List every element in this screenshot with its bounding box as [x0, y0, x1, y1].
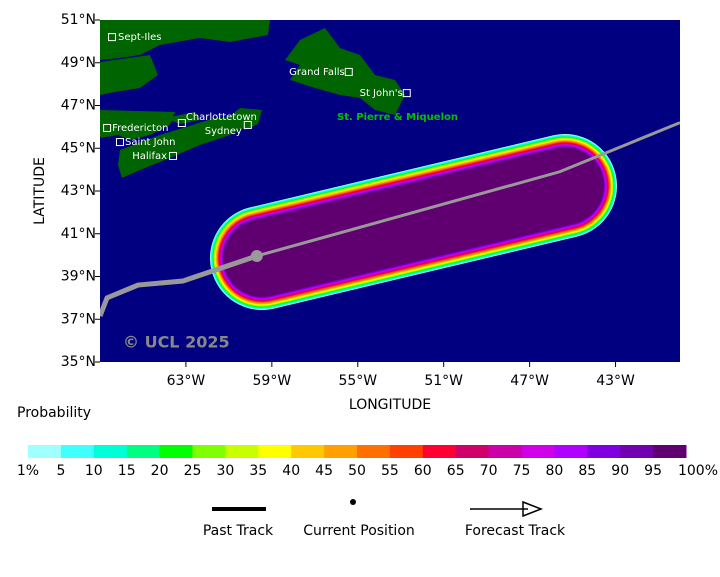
city-label: Halifax [132, 151, 167, 162]
colorbar-box [60, 445, 95, 458]
colorbar-box [521, 445, 555, 458]
probability-band [223, 147, 604, 297]
colorbar-label: 75 [513, 463, 531, 479]
colorbar-box [192, 445, 226, 458]
y-tick-label: 41°N [61, 226, 96, 242]
colorbar-box [159, 445, 193, 458]
colorbar-label: 60 [414, 463, 432, 479]
colorbar-box [357, 445, 391, 458]
colorbar-label: 70 [480, 463, 498, 479]
colorbar-label: 1% [17, 463, 39, 479]
city-label: Sydney [205, 126, 242, 137]
y-axis-title: LATITUDE [32, 157, 48, 225]
colorbar-box [422, 445, 457, 458]
colorbar-label: 90 [611, 463, 629, 479]
colorbar-box [258, 445, 292, 458]
city-marker [177, 119, 186, 128]
colorbar-label: 25 [184, 463, 202, 479]
colorbar-label: 20 [151, 463, 169, 479]
colorbar-box [93, 445, 128, 458]
colorbar-label: 45 [315, 463, 333, 479]
colorbar-label: 55 [381, 463, 399, 479]
colorbar-label: 100% [678, 463, 718, 479]
colorbar-label: 40 [282, 463, 300, 479]
colorbar-box [455, 445, 490, 458]
colorbar-box [225, 445, 259, 458]
colorbar-label: 50 [348, 463, 366, 479]
colorbar-box [488, 445, 522, 458]
past-track [100, 253, 258, 317]
copyright: © UCL 2025 [123, 333, 230, 352]
colorbar-box [389, 445, 424, 458]
colorbar-label: 80 [545, 463, 563, 479]
current-position [250, 249, 263, 262]
current-position-symbol [350, 499, 356, 505]
city-marker [344, 67, 353, 76]
city-marker [243, 120, 252, 129]
city-marker [108, 33, 117, 42]
probability-swath [210, 134, 617, 310]
y-tick-label: 49°N [61, 55, 96, 71]
legend-label: Past Track [203, 523, 274, 539]
colorbar-label: 65 [447, 463, 465, 479]
city-label: Fredericton [112, 123, 168, 134]
y-tick-label: 37°N [61, 311, 96, 327]
y-tick-label: 47°N [61, 98, 96, 114]
tracks [100, 121, 680, 317]
colorbar-label: 85 [578, 463, 596, 479]
city-marker [115, 138, 124, 147]
x-tick-label: 51°W [424, 373, 463, 389]
colorbar-box [28, 445, 62, 458]
colorbar-label: 35 [249, 463, 267, 479]
y-tick-label: 39°N [61, 269, 96, 285]
colorbar-box [587, 445, 621, 458]
colorbar-box [554, 445, 588, 458]
x-tick-label: 59°W [253, 373, 292, 389]
forecast-track-arrow [522, 500, 544, 518]
colorbar-label: 10 [85, 463, 103, 479]
x-tick-label: 63°W [167, 373, 206, 389]
map-area [100, 20, 680, 317]
x-axis-title: LONGITUDE [349, 397, 431, 413]
city-label: Grand Falls [289, 67, 345, 78]
legend-label: Forecast Track [465, 523, 566, 539]
city-label: St John's [360, 88, 403, 99]
y-tick-label: 45°N [61, 140, 96, 156]
annotation: St. Pierre & Miquelon [337, 112, 458, 123]
x-tick-label: 55°W [338, 373, 377, 389]
colorbar-label: 95 [644, 463, 662, 479]
colorbar-box [653, 445, 687, 458]
colorbar-box [620, 445, 654, 458]
y-tick-label: 35°N [61, 354, 96, 370]
colorbar-box [126, 445, 161, 458]
colorbar-label: 5 [56, 463, 65, 479]
forecast-track [256, 121, 680, 258]
x-tick-label: 43°W [596, 373, 635, 389]
city-label: Saint John [125, 137, 175, 148]
city-marker [169, 151, 178, 160]
city-label: Charlottetown [186, 112, 257, 123]
colorbar-box [291, 445, 325, 458]
city-marker [103, 123, 112, 132]
city-marker [402, 89, 411, 98]
x-tick-label: 47°W [510, 373, 549, 389]
colorbar-box [324, 445, 358, 458]
colorbar-label: 15 [118, 463, 136, 479]
y-tick-label: 43°N [61, 183, 96, 199]
y-tick-label: 51°N [61, 12, 96, 28]
colorbar-label: 30 [216, 463, 234, 479]
city-label: Sept-Iles [118, 32, 161, 43]
legend-label: Current Position [303, 523, 415, 539]
colorbar-title: Probability [17, 405, 91, 421]
